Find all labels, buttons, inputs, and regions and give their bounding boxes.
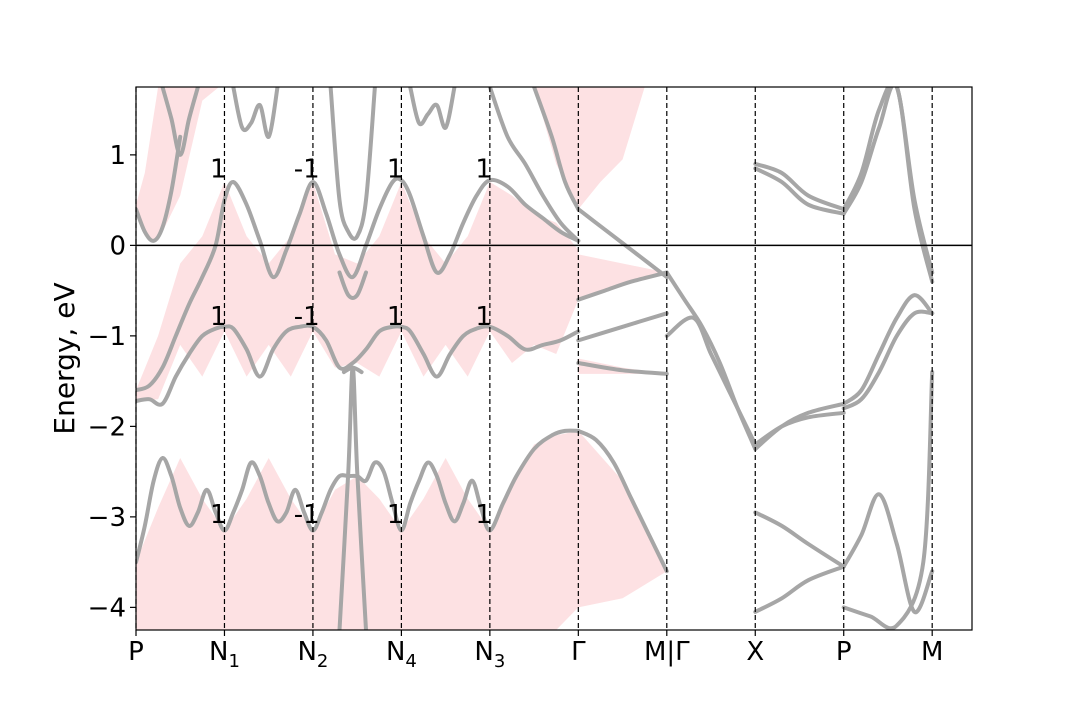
band-line-15: [576, 270, 669, 302]
band-line-18: [664, 270, 758, 451]
band-line-31: [841, 370, 935, 630]
y-tick-label-2: −2: [88, 412, 126, 442]
band-line-25: [753, 510, 846, 569]
band-annotation-0: 1: [210, 154, 227, 184]
band-annotation-4: 1: [210, 302, 227, 332]
band-annotation-10: 1: [387, 500, 404, 530]
x-tick-label-1: N1: [209, 637, 240, 672]
band-line-17: [576, 311, 669, 343]
band-line-30: [841, 492, 935, 614]
band-annotation-5: -1: [294, 302, 320, 332]
band-line-16: [576, 361, 669, 376]
band-annotation-8: 1: [210, 500, 227, 530]
band-line-2: [136, 176, 581, 393]
x-tick-label-5: Γ: [571, 637, 586, 667]
band-annotations: 1 -1 1 1 1 -1 1 1 1 -1 1 1: [210, 154, 492, 530]
x-tick-label-8: P: [836, 637, 852, 667]
band-annotation-9: -1: [294, 500, 320, 530]
x-tick-label-7: X: [746, 637, 764, 667]
band-annotation-6: 1: [387, 302, 404, 332]
y-tick-label-3: −1: [88, 322, 126, 352]
x-tick-label-0: P: [128, 637, 144, 667]
band-line-3: [136, 323, 581, 407]
band-line-22: [753, 161, 846, 212]
shaded-region-gap-top: [136, 87, 225, 241]
x-tick-label-4: N3: [474, 637, 505, 672]
x-axis-ticks: P N1 N2 N4 N3 Γ M|Γ X P M: [128, 630, 943, 672]
band-line-7: [328, 87, 377, 241]
y-tick-label-0: −4: [88, 593, 126, 623]
band-line-27: [841, 309, 935, 411]
band-line-12: [487, 87, 581, 243]
shaded-region-gamma-wedge2: [578, 358, 667, 374]
band-lines: [136, 87, 935, 630]
band-line-23: [753, 166, 846, 216]
band-line-21: [753, 410, 846, 447]
y-axis-label: Energy, eV: [48, 282, 81, 434]
band-annotation-7: 1: [475, 302, 492, 332]
x-tick-label-9: M: [921, 637, 943, 667]
band-line-4: [136, 134, 183, 243]
band-line-8: [337, 270, 368, 300]
band-annotation-11: 1: [475, 500, 492, 530]
band-line-0: [136, 428, 581, 565]
x-tick-label-3: N4: [386, 637, 417, 672]
band-line-6: [231, 87, 280, 139]
band-line-13: [532, 87, 581, 212]
plot-frame: [135, 86, 973, 631]
y-tick-label-5: 1: [109, 141, 126, 171]
band-line-10: [337, 365, 368, 630]
shaded-region-gamma-wedge: [578, 254, 667, 300]
band-line-24: [753, 564, 846, 614]
shaded-region-valence-lower: [136, 430, 667, 630]
band-line-20: [753, 401, 846, 451]
band-line-28: [841, 87, 935, 275]
shaded-region-gamma-top: [534, 87, 645, 210]
band-line-5: [160, 87, 200, 157]
band-line-14: [576, 207, 669, 280]
band-line-19: [664, 315, 758, 447]
x-tick-label-2: N2: [297, 637, 328, 672]
band-annotation-3: 1: [475, 154, 492, 184]
x-tick-label-6: M|Γ: [644, 637, 690, 667]
band-line-26: [841, 293, 935, 406]
band-line-29: [841, 87, 935, 284]
y-axis-ticks: −4 −3 −2 −1 0 1: [88, 141, 136, 623]
band-annotation-1: -1: [294, 154, 320, 184]
band-annotation-2: 1: [387, 154, 404, 184]
band-line-1: [576, 428, 669, 574]
y-tick-label-4: 0: [109, 231, 126, 261]
band-line-11: [408, 87, 457, 130]
y-tick-label-1: −3: [88, 503, 126, 533]
